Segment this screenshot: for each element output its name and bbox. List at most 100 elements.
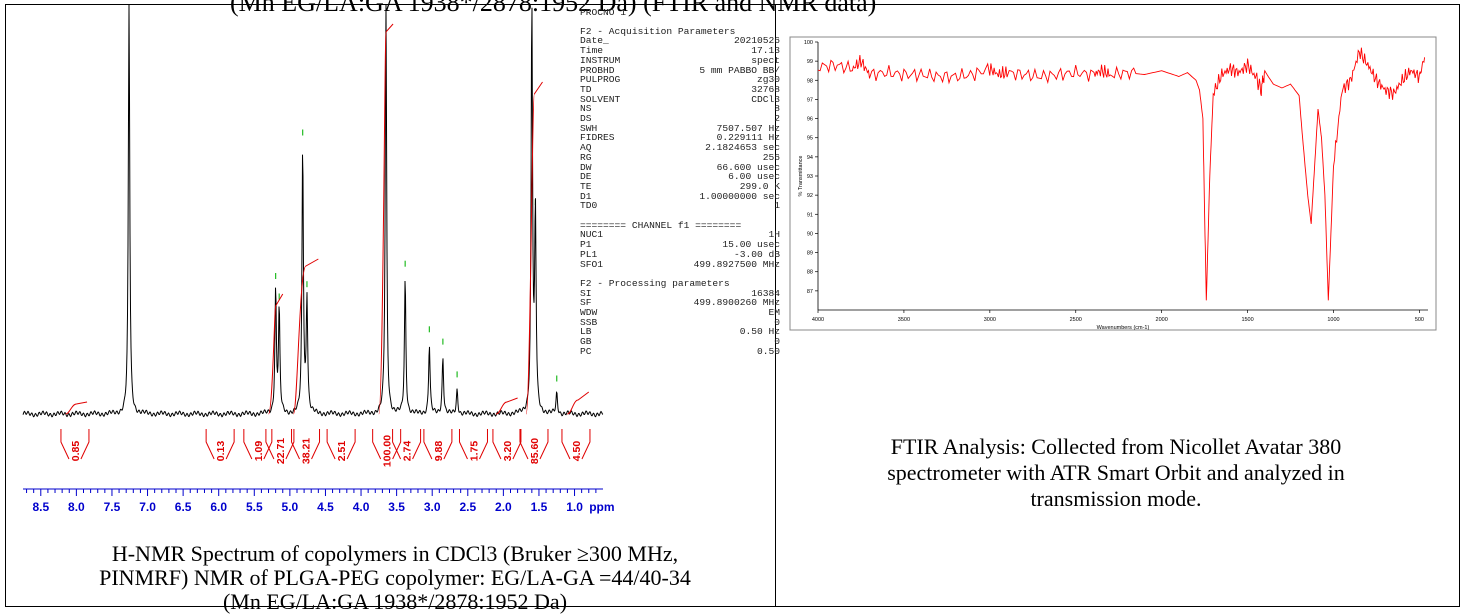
acq-param-name: DE [580, 171, 592, 183]
nmr-x-tick-label: 4.0 [353, 500, 370, 514]
acq-param-row: INSTRUM spect [580, 56, 780, 66]
ftir-y-tick-label: 88 [807, 270, 813, 276]
proc-param-value: 499.8900260 MHz [693, 297, 780, 309]
proc-param-row: GB 0 [580, 337, 780, 347]
acq-param-value: 2 [774, 113, 780, 125]
channel-param-row: P1 15.00 usec [580, 240, 780, 250]
channel-param-value: 499.8927500 MHz [693, 258, 780, 270]
integral-label: 1.75 [458, 429, 488, 462]
integral-value: 1.75 [468, 441, 480, 462]
channel-param-name: SFO1 [580, 258, 604, 270]
acq-param-name: NS [580, 103, 592, 115]
proc-param-value: 0.50 [756, 345, 780, 357]
ftir-x-tick-label: 500 [1415, 317, 1424, 323]
acq-param-name: FIDRES [580, 132, 615, 144]
channel-title: ======== CHANNEL f1 ======== [580, 219, 742, 231]
acq-param-name: Date_ [580, 35, 609, 47]
ftir-y-tick-label: 93 [807, 174, 813, 180]
acq-param-value: 299.0 K [739, 180, 780, 192]
integral-value: 4.50 [571, 441, 583, 462]
acq-param-value: 1.00000000 sec [699, 190, 780, 202]
proc-param-value: 0 [774, 336, 780, 348]
nmr-x-tick-label: 3.5 [388, 500, 405, 514]
integral-value: 2.51 [336, 441, 348, 462]
acq-param-value: 8 [774, 103, 780, 115]
ftir-x-tick-label: 2500 [1070, 317, 1082, 323]
ftir-y-tick-label: 100 [804, 40, 813, 46]
integral-value: 0.13 [215, 441, 227, 462]
integral-curve [292, 258, 319, 415]
channel-param-name: P1 [580, 239, 592, 251]
acq-title: F2 - Acquisition Parameters [580, 25, 736, 37]
ftir-y-tick-label: 92 [807, 193, 813, 199]
proc-param-name: SSB [580, 316, 598, 328]
acq-param-row: Date_ 20210526 [580, 36, 780, 46]
acq-param-name: RG [580, 151, 592, 163]
acq-param-row: TD 32768 [580, 85, 780, 95]
acq-param-value: 0.229111 Hz [716, 132, 780, 144]
ftir-y-tick-label: 98 [807, 78, 813, 84]
ftir-x-tick-label: 3500 [898, 317, 910, 323]
ftir-x-tick-label: 4000 [812, 317, 824, 323]
acq-param-value: 5 mm PABBO BB/ [699, 64, 780, 76]
integral-label: 85.60 [519, 429, 549, 464]
proc-param-name: SI [580, 287, 592, 299]
proc-title: F2 - Processing parameters [580, 277, 730, 289]
acq-param-name: DW [580, 161, 592, 173]
proc-param-value: 0.50 Hz [739, 326, 780, 338]
ftir-y-tick-label: 97 [807, 97, 813, 103]
nmr-x-tick-label: 6.5 [175, 500, 192, 514]
acq-param-value: 1 [774, 200, 780, 212]
channel-param-name: PL1 [580, 248, 598, 260]
integral-value: 85.60 [529, 438, 541, 464]
nmr-caption-line2: PINMRF) NMR of PLGA-PEG copolymer: EG/LA… [99, 565, 691, 590]
acq-param-name: TD0 [580, 200, 598, 212]
nmr-x-tick-label: 7.0 [139, 500, 156, 514]
channel-param-value: -3.00 dB [733, 248, 780, 260]
integral-label: 1.09 [243, 429, 273, 461]
ftir-caption-line1: FTIR Analysis: Collected from Nicollet A… [890, 434, 1342, 459]
proc-param-row: SSB 0 [580, 318, 780, 328]
ftir-y-tick-label: 95 [807, 136, 813, 142]
integral-curve [525, 81, 543, 415]
nmr-x-tick-label: 5.0 [282, 500, 299, 514]
ftir-caption: FTIR Analysis: Collected from Nicollet A… [796, 434, 1436, 512]
ftir-y-tick-label: 89 [807, 251, 813, 257]
nmr-x-tick-label: 4.5 [317, 500, 334, 514]
integral-label: 22.71 [265, 429, 295, 464]
channel-param-value: 15.00 usec [722, 239, 780, 251]
acquisition-parameters: PROCNO 1 F2 - Acquisition Parameters Dat… [580, 8, 780, 357]
integral-label: 2.51 [326, 429, 356, 462]
acq-param-name: PROBHD [580, 64, 615, 76]
integral-label: 4.50 [561, 429, 591, 462]
acq-param-name: SOLVENT [580, 93, 621, 105]
nmr-x-tick-label: 5.5 [246, 500, 263, 514]
params-top: PROCNO 1 [580, 8, 627, 17]
column-divider [775, 4, 776, 607]
nmr-x-tick-label: 8.0 [68, 500, 85, 514]
ftir-x-axis-label: Wavenumbers (cm-1) [1097, 325, 1150, 331]
integral-value: 100.00 [382, 435, 394, 467]
acq-param-value: CDCl3 [751, 93, 780, 105]
ftir-y-axis-label: % Transmittance [798, 156, 804, 197]
acq-param-row: NS 8 [580, 104, 780, 114]
nmr-x-tick-label: 1.5 [531, 500, 548, 514]
acq-param-value: 66.600 usec [716, 161, 780, 173]
proc-param-name: SF [580, 297, 592, 309]
acq-param-name: D1 [580, 190, 592, 202]
integral-label: 2.74 [392, 429, 422, 461]
integral-curve [378, 23, 394, 415]
channel-param-row: SFO1 499.8927500 MHz [580, 258, 780, 270]
nmr-caption: H-NMR Spectrum of copolymers in CDCl3 (B… [15, 542, 775, 614]
nmr-spectrum-line [22, 4, 604, 418]
acq-param-name: TD [580, 83, 592, 95]
acq-param-row: PROBHD 5 mm PABBO BB/ [580, 64, 780, 76]
acq-param-value: 6.00 usec [728, 171, 780, 183]
acq-param-name: INSTRUM [580, 54, 621, 66]
channel-param-row: NUC1 1H [580, 230, 780, 240]
acq-param-value: 7507.507 Hz [716, 122, 780, 134]
proc-param-value: 16384 [751, 287, 780, 299]
proc-param-value: 0 [774, 316, 780, 328]
nmr-x-tick-label: 3.0 [424, 500, 441, 514]
nmr-x-tick-label: 8.5 [32, 500, 49, 514]
